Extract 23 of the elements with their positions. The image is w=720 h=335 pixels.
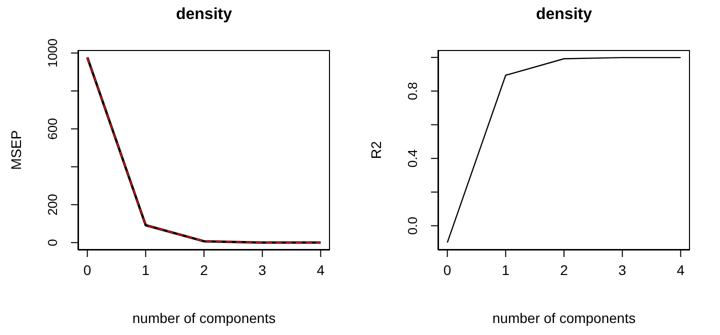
x-tick-label: 4 [316, 262, 325, 278]
x-tick-label: 1 [502, 262, 510, 278]
x-axis-title: number of components [131, 310, 277, 326]
x-axis-title: number of components [491, 310, 637, 326]
x-tick-label: 3 [258, 262, 266, 278]
y-tick-label: 600 [45, 118, 60, 140]
chart-title: density [534, 6, 593, 24]
chart-title: density [174, 6, 233, 24]
x-tick-label: 2 [200, 262, 208, 278]
x-tick-label: 0 [443, 262, 452, 278]
x-tick-label: 1 [142, 262, 150, 278]
x-tick-label: 3 [618, 262, 626, 278]
x-tick-label: 0 [83, 262, 92, 278]
y-tick-label: 0.8 [405, 82, 420, 100]
y-tick-label: 200 [45, 194, 60, 216]
y-tick-label: 0.4 [405, 149, 420, 168]
y-axis-title: MSEP [8, 130, 24, 170]
y-tick-label: 1000 [45, 38, 60, 68]
y-tick-label: 0 [45, 238, 60, 246]
y-tick-label: 0.0 [405, 216, 420, 235]
x-tick-label: 2 [560, 262, 568, 278]
y-axis-title: R2 [368, 141, 384, 159]
x-tick-label: 4 [676, 262, 685, 278]
